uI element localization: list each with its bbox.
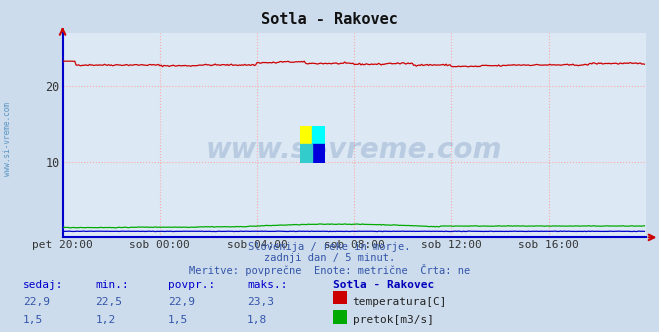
Text: 1,5: 1,5 <box>168 315 188 325</box>
Text: Sotla - Rakovec: Sotla - Rakovec <box>333 280 434 290</box>
Text: Sotla - Rakovec: Sotla - Rakovec <box>261 12 398 27</box>
Text: 22,5: 22,5 <box>96 297 123 307</box>
Text: 1,8: 1,8 <box>247 315 268 325</box>
Text: temperatura[C]: temperatura[C] <box>353 297 447 307</box>
Text: 1,5: 1,5 <box>23 315 43 325</box>
Text: 23,3: 23,3 <box>247 297 274 307</box>
Bar <box>312 126 325 144</box>
Bar <box>300 126 312 144</box>
Text: povpr.:: povpr.: <box>168 280 215 290</box>
Text: zadnji dan / 5 minut.: zadnji dan / 5 minut. <box>264 253 395 263</box>
Text: www.si-vreme.com: www.si-vreme.com <box>3 103 13 176</box>
Text: min.:: min.: <box>96 280 129 290</box>
Text: pretok[m3/s]: pretok[m3/s] <box>353 315 434 325</box>
Text: www.si-vreme.com: www.si-vreme.com <box>206 135 502 164</box>
Text: 1,2: 1,2 <box>96 315 116 325</box>
Text: Meritve: povprečne  Enote: metrične  Črta: ne: Meritve: povprečne Enote: metrične Črta:… <box>189 264 470 276</box>
Text: sedaj:: sedaj: <box>23 280 63 290</box>
Text: Slovenija / reke in morje.: Slovenija / reke in morje. <box>248 242 411 252</box>
Bar <box>300 144 312 163</box>
Text: maks.:: maks.: <box>247 280 287 290</box>
Text: 22,9: 22,9 <box>23 297 50 307</box>
Text: 22,9: 22,9 <box>168 297 195 307</box>
Bar <box>312 144 325 163</box>
